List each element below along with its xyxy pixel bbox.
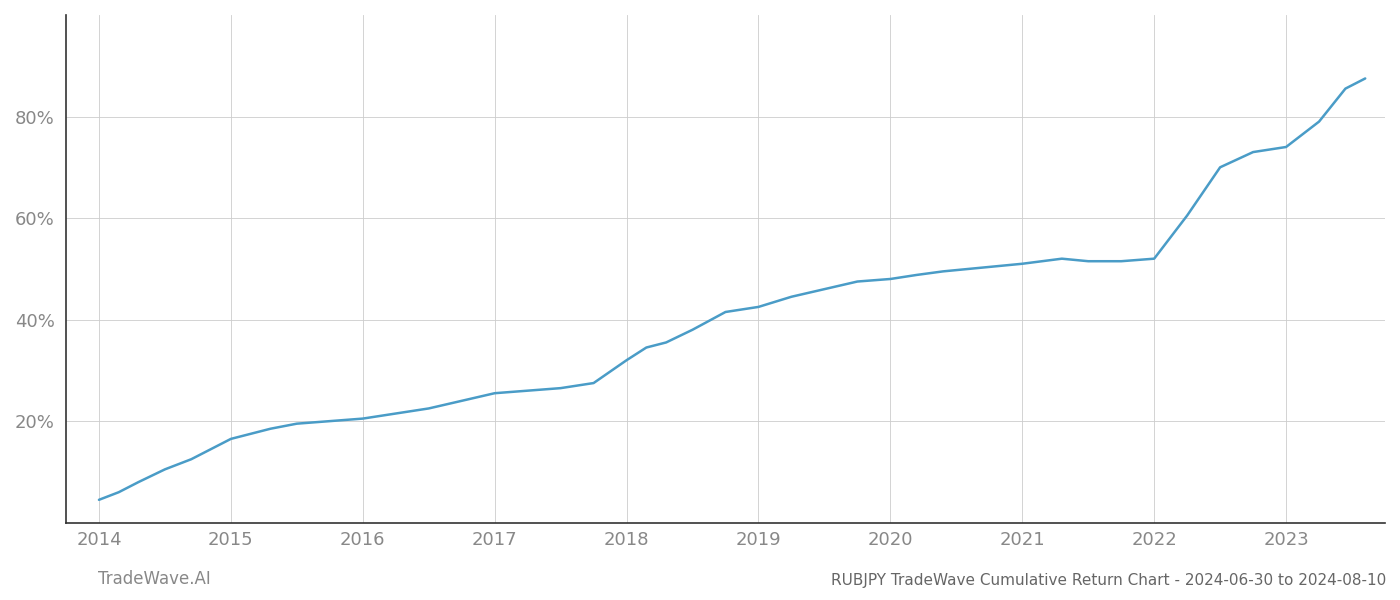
Text: TradeWave.AI: TradeWave.AI [98,570,211,588]
Text: RUBJPY TradeWave Cumulative Return Chart - 2024-06-30 to 2024-08-10: RUBJPY TradeWave Cumulative Return Chart… [830,573,1386,588]
